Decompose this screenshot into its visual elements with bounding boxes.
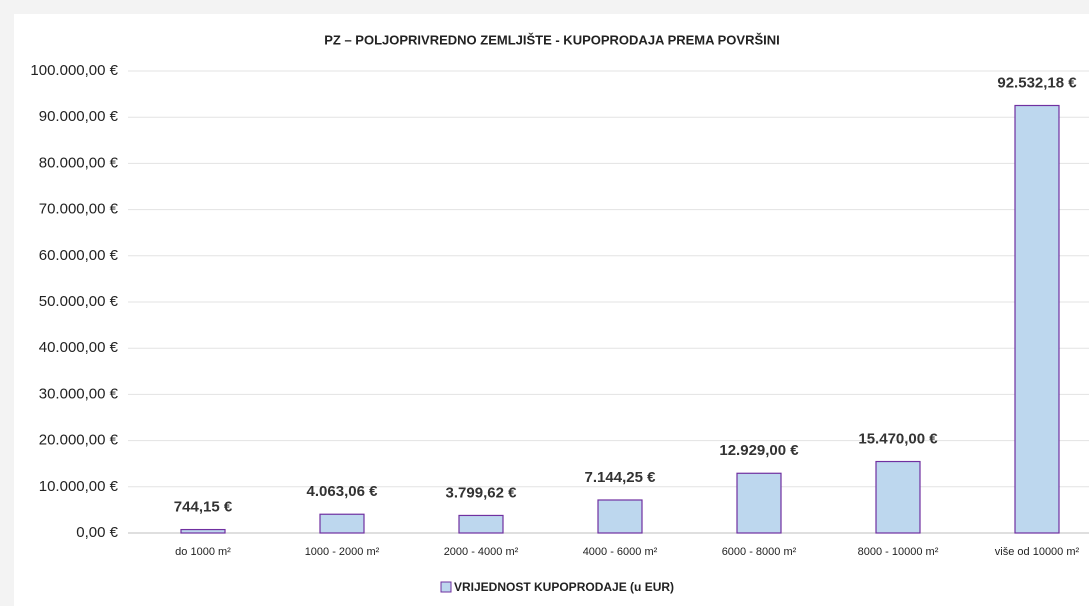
value-label: 12.929,00 € <box>719 442 799 459</box>
bar <box>736 472 782 534</box>
x-tick-label: više od 10000 m² <box>995 546 1080 558</box>
y-tick-label: 70.000,00 € <box>39 201 119 218</box>
legend-label: VRIJEDNOST KUPOPRODAJE (u EUR) <box>454 580 674 594</box>
bar <box>458 514 504 534</box>
y-tick-label: 50.000,00 € <box>39 293 119 310</box>
y-tick-label: 100.000,00 € <box>30 62 118 79</box>
x-tick-label: 6000 - 8000 m² <box>722 546 797 558</box>
y-tick-label: 60.000,00 € <box>39 247 119 264</box>
y-tick-label: 40.000,00 € <box>39 339 119 356</box>
x-tick-label: 4000 - 6000 m² <box>583 546 658 558</box>
value-label: 3.799,62 € <box>446 484 518 501</box>
bar <box>1014 104 1060 534</box>
bar <box>319 513 365 534</box>
value-label: 92.532,18 € <box>997 74 1077 91</box>
y-tick-label: 20.000,00 € <box>39 432 119 449</box>
y-tick-label: 30.000,00 € <box>39 385 119 402</box>
value-label: 744,15 € <box>174 499 233 516</box>
y-tick-label: 0,00 € <box>76 524 118 541</box>
x-tick-label: 1000 - 2000 m² <box>305 546 380 558</box>
y-tick-label: 80.000,00 € <box>39 154 119 171</box>
bar <box>875 460 921 534</box>
legend-swatch <box>440 581 452 593</box>
chart-title: PZ – POLJOPRIVREDNO ZEMLJIŠTE - KUPOPROD… <box>324 32 780 47</box>
chart-card <box>14 14 1089 606</box>
x-tick-label: do 1000 m² <box>175 546 231 558</box>
x-tick-label: 2000 - 4000 m² <box>444 546 519 558</box>
bar <box>180 528 226 534</box>
value-label: 15.470,00 € <box>858 430 938 447</box>
y-tick-label: 90.000,00 € <box>39 108 119 125</box>
value-label: 7.144,25 € <box>585 469 657 486</box>
value-label: 4.063,06 € <box>307 483 379 500</box>
bar <box>597 499 643 534</box>
y-tick-label: 10.000,00 € <box>39 478 119 495</box>
x-tick-label: 8000 - 10000 m² <box>858 546 939 558</box>
